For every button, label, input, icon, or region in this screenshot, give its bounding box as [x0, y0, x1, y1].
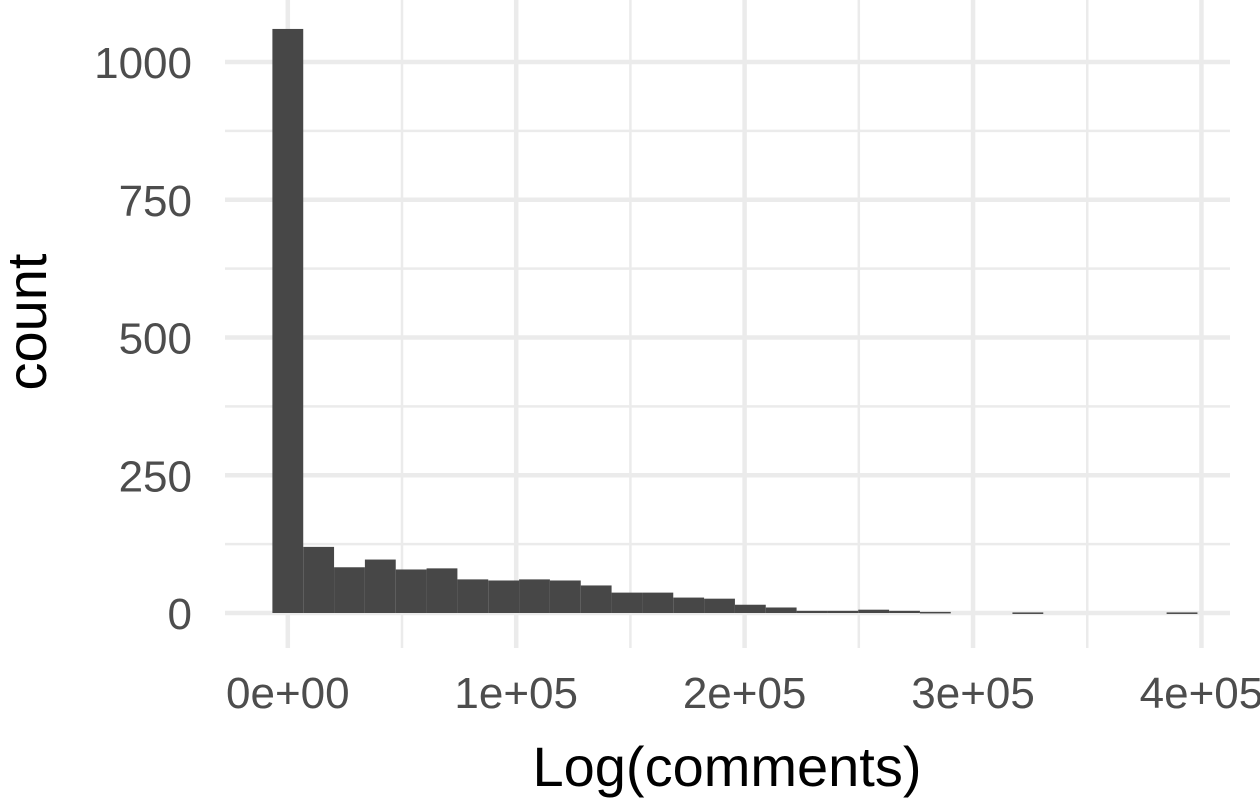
histogram-bar — [796, 610, 828, 613]
x-tick-label: 1e+05 — [454, 669, 578, 718]
histogram-bar — [827, 610, 859, 613]
y-tick-label: 1000 — [94, 39, 192, 88]
histogram-bar — [673, 597, 705, 613]
histogram-bar — [765, 607, 797, 613]
histogram-bar — [889, 610, 920, 613]
y-tick-label: 250 — [119, 452, 192, 501]
histogram-bar — [457, 579, 489, 613]
y-tick-label: 750 — [119, 177, 192, 226]
histogram-bar — [642, 592, 674, 613]
y-axis-tick-labels: 0 250 500 750 1000 — [94, 39, 192, 639]
histogram-bar — [334, 567, 365, 613]
histogram-bar — [580, 585, 612, 613]
histogram-bar — [549, 580, 581, 613]
minor-gridlines — [225, 0, 1230, 648]
histogram-bar — [1166, 612, 1198, 614]
y-tick-label: 0 — [168, 590, 192, 639]
x-tick-label: 0e+00 — [226, 669, 350, 718]
histogram-bar — [488, 580, 520, 613]
histogram-bar — [395, 569, 427, 613]
histogram-bar — [858, 609, 890, 613]
histogram-bar — [919, 611, 951, 614]
x-tick-label: 4e+05 — [1140, 669, 1260, 718]
histogram-bar — [519, 579, 550, 613]
histogram-bar — [364, 559, 396, 613]
x-tick-label: 2e+05 — [683, 669, 807, 718]
histogram-bar — [303, 546, 335, 613]
x-axis-tick-labels: 0e+00 1e+05 2e+05 3e+05 4e+05 — [226, 669, 1260, 718]
histogram-bar — [611, 592, 643, 613]
y-axis-title: count — [0, 253, 58, 390]
histogram-bars — [272, 28, 1198, 614]
x-axis-title: Log(comments) — [532, 735, 921, 798]
histogram-bar — [272, 28, 304, 613]
histogram-bar — [734, 604, 766, 613]
histogram-bar — [426, 568, 458, 613]
histogram-bar — [1012, 612, 1044, 614]
y-tick-label: 500 — [119, 315, 192, 364]
major-gridlines — [225, 0, 1230, 648]
x-tick-label: 3e+05 — [911, 669, 1035, 718]
histogram-bar — [704, 598, 735, 613]
